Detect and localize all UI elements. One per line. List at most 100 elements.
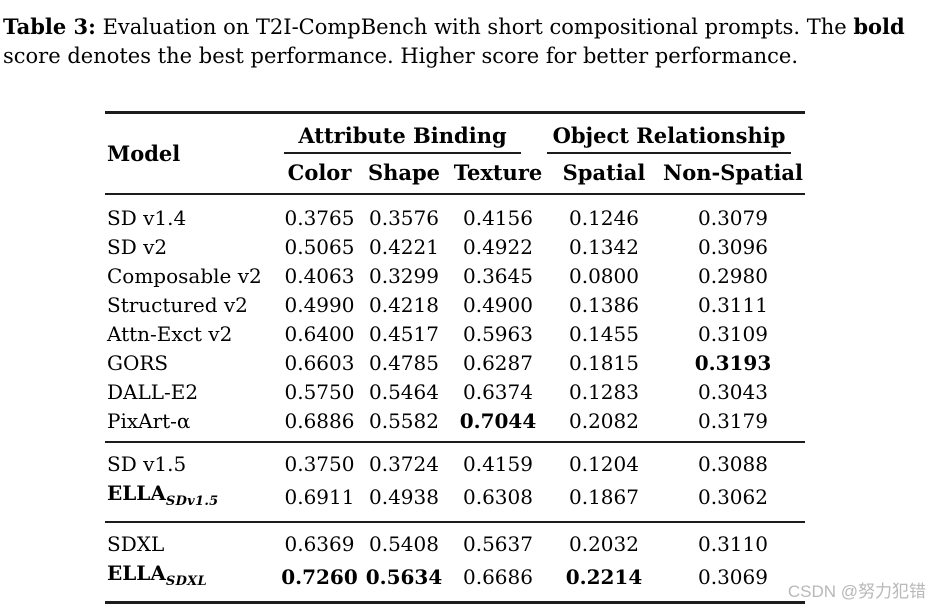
score-cell: 0.7044 bbox=[459, 409, 537, 433]
model-name: PixArt-α bbox=[107, 409, 191, 433]
model-name: Composable v2 bbox=[107, 264, 262, 288]
score-cell: 0.4922 bbox=[463, 235, 533, 259]
model-name-cell: Structured v2 bbox=[105, 291, 280, 320]
score-cell: 0.3193 bbox=[694, 351, 772, 375]
caption-bold-text: bold bbox=[853, 14, 905, 39]
score-cell: 0.3069 bbox=[698, 565, 768, 589]
score-cell: 0.6400 bbox=[284, 322, 355, 346]
model-name: ELLA bbox=[107, 481, 166, 505]
table-header: Model Attribute Binding Object Relations… bbox=[105, 113, 805, 194]
score-cell: 0.4517 bbox=[369, 322, 439, 346]
score-cell: 0.3079 bbox=[698, 206, 768, 230]
score-cell: 0.4221 bbox=[369, 235, 439, 259]
column-header-texture: Texture bbox=[453, 160, 543, 185]
caption-line: Table 3: Evaluation on T2I-CompBench wit… bbox=[3, 12, 935, 42]
model-name: SD v2 bbox=[107, 235, 168, 259]
score-cell: 0.6369 bbox=[284, 532, 355, 556]
score-cell: 0.4159 bbox=[463, 452, 533, 476]
caption-text: score denotes the best performance. High… bbox=[3, 44, 799, 68]
score-cell: 0.4938 bbox=[369, 485, 439, 509]
score-cell: 0.3043 bbox=[698, 380, 768, 404]
table-row: PixArt-α 0.6886 0.5582 0.7044 0.2082 0.3179 bbox=[105, 407, 805, 442]
table-row: ELLASDv1.5 0.6911 0.4938 0.6308 0.1867 0.3062 bbox=[105, 479, 805, 522]
score-cell: 0.3765 bbox=[284, 206, 355, 230]
model-name: GORS bbox=[107, 351, 169, 375]
score-cell: 0.6308 bbox=[463, 485, 533, 509]
model-name-cell: Attn-Exct v2 bbox=[105, 320, 280, 349]
table-caption: Table 3: Evaluation on T2I-CompBench wit… bbox=[3, 12, 935, 71]
score-cell: 0.6886 bbox=[284, 409, 355, 433]
model-name-cell: DALL-E2 bbox=[105, 378, 280, 407]
model-name: Attn-Exct v2 bbox=[107, 322, 233, 346]
caption-bold-text: Table 3: bbox=[3, 14, 96, 39]
group-header-row: Model Attribute Binding Object Relations… bbox=[105, 113, 805, 166]
score-cell: 0.4218 bbox=[369, 293, 439, 317]
score-cell: 0.3724 bbox=[369, 452, 439, 476]
table-row: Attn-Exct v2 0.6400 0.4517 0.5963 0.1455 0.31… bbox=[105, 320, 805, 349]
score-cell: 0.0800 bbox=[569, 264, 639, 288]
results-table-container: Model Attribute Binding Object Relations… bbox=[105, 111, 805, 604]
score-cell: 0.5464 bbox=[369, 380, 439, 404]
model-name-cell: PixArt-α bbox=[105, 407, 280, 442]
score-cell: 0.3062 bbox=[698, 485, 768, 509]
table-row: SD v1.4 0.3765 0.3576 0.4156 0.1246 0.3079 bbox=[105, 194, 805, 233]
table-group: SD v1.5 0.3750 0.3724 0.4159 0.1204 0.3088 ELL… bbox=[105, 442, 805, 522]
column-header-color: Color bbox=[287, 160, 352, 185]
model-subscript: SDXL bbox=[165, 574, 207, 589]
table-group: SDXL 0.6369 0.5408 0.5637 0.2032 0.3110 ELLASD… bbox=[105, 522, 805, 603]
score-cell: 0.4990 bbox=[284, 293, 355, 317]
score-cell: 0.1455 bbox=[569, 322, 639, 346]
table-row: GORS 0.6603 0.4785 0.6287 0.1815 0.3193 bbox=[105, 349, 805, 378]
score-cell: 0.3111 bbox=[698, 293, 768, 317]
score-cell: 0.5582 bbox=[369, 409, 439, 433]
score-cell: 0.4063 bbox=[284, 264, 355, 288]
score-cell: 0.2980 bbox=[698, 264, 768, 288]
score-cell: 0.5634 bbox=[365, 565, 443, 589]
score-cell: 0.1342 bbox=[569, 235, 639, 259]
column-header-spatial: Spatial bbox=[562, 160, 646, 185]
model-name: DALL-E2 bbox=[107, 380, 199, 404]
watermark: CSDN @努力犯错 bbox=[787, 582, 926, 601]
model-name: SDXL bbox=[107, 532, 165, 556]
score-cell: 0.6911 bbox=[284, 485, 355, 509]
score-cell: 0.1815 bbox=[569, 351, 639, 375]
model-subscript: SDv1.5 bbox=[165, 494, 219, 509]
score-cell: 0.1867 bbox=[569, 485, 639, 509]
score-cell: 0.1204 bbox=[569, 452, 639, 476]
caption-line: score denotes the best performance. High… bbox=[3, 42, 935, 71]
score-cell: 0.3179 bbox=[698, 409, 768, 433]
model-name-cell: Composable v2 bbox=[105, 262, 280, 291]
group-header-label: Object Relationship bbox=[547, 114, 791, 154]
model-name-cell: SD v1.5 bbox=[105, 442, 280, 479]
table-row: Composable v2 0.4063 0.3299 0.3645 0.0800 0.2… bbox=[105, 262, 805, 291]
score-cell: 0.7260 bbox=[281, 565, 358, 589]
score-cell: 0.2214 bbox=[565, 565, 643, 589]
score-cell: 0.4900 bbox=[463, 293, 533, 317]
model-name: SD v1.5 bbox=[107, 452, 187, 476]
score-cell: 0.1386 bbox=[569, 293, 639, 317]
model-name-cell: SDXL bbox=[105, 522, 280, 559]
score-cell: 0.1246 bbox=[569, 206, 639, 230]
score-cell: 0.6287 bbox=[463, 351, 533, 375]
score-cell: 0.4156 bbox=[463, 206, 533, 230]
score-cell: 0.3088 bbox=[698, 452, 768, 476]
score-cell: 0.3750 bbox=[284, 452, 355, 476]
score-cell: 0.4785 bbox=[369, 351, 439, 375]
column-header-non-spatial: Non-Spatial bbox=[663, 160, 803, 185]
model-name-cell: SD v2 bbox=[105, 233, 280, 262]
score-cell: 0.2082 bbox=[569, 409, 639, 433]
score-cell: 0.5963 bbox=[463, 322, 533, 346]
table-group: SD v1.4 0.3765 0.3576 0.4156 0.1246 0.3079 SD … bbox=[105, 194, 805, 442]
score-cell: 0.5750 bbox=[284, 380, 355, 404]
model-name: Structured v2 bbox=[107, 293, 248, 317]
model-name: ELLA bbox=[107, 561, 166, 585]
score-cell: 0.3109 bbox=[698, 322, 768, 346]
score-cell: 0.3110 bbox=[698, 532, 768, 556]
column-header-shape: Shape bbox=[367, 160, 441, 185]
model-name-cell: SD v1.4 bbox=[105, 194, 280, 233]
score-cell: 0.6603 bbox=[284, 351, 355, 375]
score-cell: 0.5637 bbox=[463, 532, 533, 556]
score-cell: 0.6374 bbox=[463, 380, 533, 404]
model-name-cell: ELLASDXL bbox=[105, 559, 280, 603]
model-name: SD v1.4 bbox=[107, 206, 187, 230]
